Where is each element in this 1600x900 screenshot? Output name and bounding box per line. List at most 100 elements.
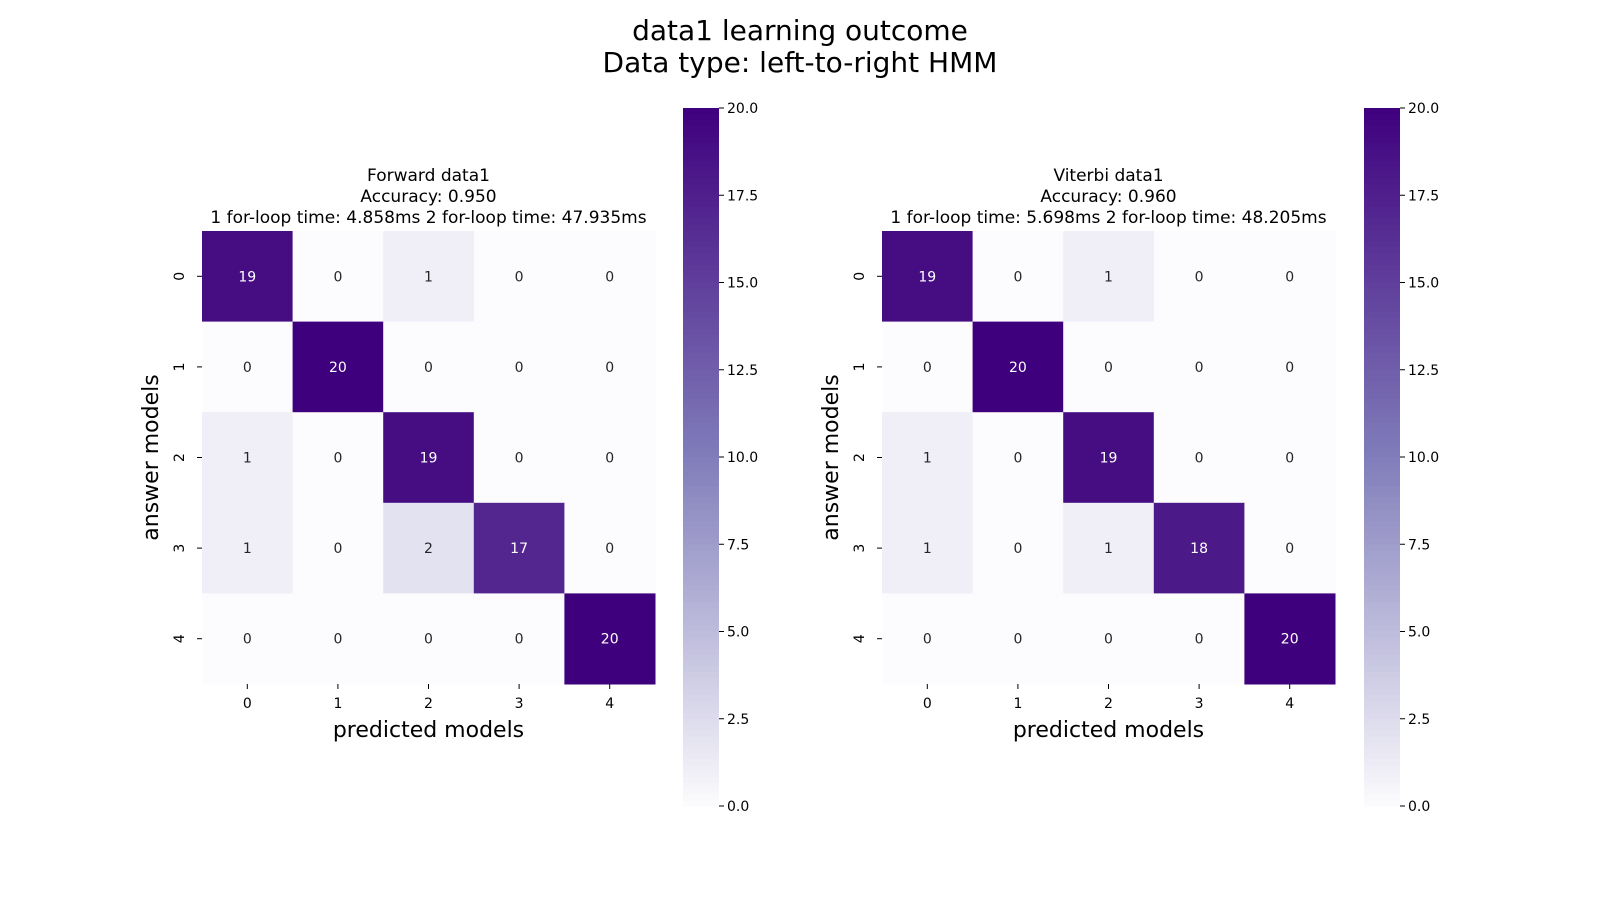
colorbar-segment	[683, 474, 719, 481]
colorbar-segment	[683, 387, 719, 394]
cell-value-label: 0	[1285, 541, 1294, 557]
colorbar-segment	[683, 235, 719, 243]
colorbar-segment	[1364, 660, 1400, 667]
colorbar-segment	[1364, 759, 1400, 766]
heatmap-cell	[972, 321, 1064, 413]
colorbar-segment	[683, 422, 719, 429]
colorbar-segment	[683, 381, 719, 388]
heatmap-cell	[972, 502, 1064, 594]
colorbar-segment	[683, 695, 719, 702]
colorbar-segment	[683, 398, 719, 406]
colorbar-segment	[683, 747, 719, 755]
colorbar-segment	[683, 590, 719, 598]
heatmap-cell	[882, 231, 974, 323]
colorbar-segment	[1364, 329, 1400, 336]
subplot-title-line-1: Viterbi data1	[1053, 166, 1163, 186]
colorbar-segment	[1364, 276, 1400, 284]
cell-value-label: 0	[1195, 269, 1204, 285]
colorbar-segment	[683, 567, 719, 574]
colorbar-segment	[683, 183, 719, 191]
colorbar-segment	[1364, 451, 1400, 458]
colorbar-segment	[683, 375, 719, 382]
heatmap-cell	[972, 412, 1064, 504]
colorbar-segment	[683, 363, 719, 371]
heatmap-cell	[1153, 412, 1245, 504]
colorbar-segment	[683, 538, 719, 545]
colorbar-segment	[683, 317, 719, 324]
heatmap-cell	[1063, 593, 1155, 685]
heatmap-cell	[1153, 321, 1245, 413]
colorbar-segment	[683, 299, 719, 307]
colorbar-tick-label: 7.5	[1408, 537, 1430, 553]
subplot-title-line-3: 1 for-loop time: 4.858ms 2 for-loop time…	[210, 208, 646, 228]
colorbar-segment	[1364, 503, 1400, 510]
colorbar-segment	[1364, 672, 1400, 679]
colorbar-segment	[1364, 683, 1400, 691]
y-tick-label: 3	[172, 544, 188, 553]
heatmap-cell	[564, 321, 656, 413]
colorbar-tick-label: 12.5	[1408, 363, 1439, 379]
cell-value-label: 0	[1013, 632, 1022, 648]
colorbar-segment	[683, 526, 719, 534]
colorbar-segment	[1364, 259, 1400, 266]
subplot-title-line-3: 1 for-loop time: 5.698ms 2 for-loop time…	[890, 208, 1326, 228]
heatmap-cell	[1153, 593, 1245, 685]
colorbar-segment	[1364, 393, 1400, 400]
colorbar-tick-label: 17.5	[727, 188, 758, 204]
cell-value-label: 0	[1285, 451, 1294, 467]
colorbar-segment	[1364, 794, 1400, 801]
colorbar-segment	[683, 712, 719, 720]
colorbar-segment	[1364, 544, 1400, 551]
y-axis-label: answer models	[819, 374, 844, 540]
colorbar-segment	[1364, 247, 1400, 255]
y-tick-label: 2	[852, 453, 868, 462]
heatmap-cell	[383, 412, 475, 504]
colorbar-segment	[1364, 189, 1400, 196]
colorbar-segment	[683, 718, 719, 726]
colorbar-tick-label: 20.0	[1408, 101, 1439, 117]
colorbar-segment	[683, 142, 719, 150]
colorbar-segment	[1364, 375, 1400, 382]
cell-value-label: 19	[918, 269, 936, 285]
colorbar-segment	[1364, 608, 1400, 615]
colorbar-segment	[1364, 782, 1400, 790]
colorbar-segment	[1364, 707, 1400, 714]
cell-value-label: 0	[1013, 451, 1022, 467]
colorbar-segment	[683, 119, 719, 127]
colorbar-segment	[1364, 148, 1400, 156]
colorbar-segment	[1364, 614, 1400, 621]
colorbar-tick-label: 5.0	[1408, 625, 1430, 641]
colorbar-segment	[683, 486, 719, 493]
colorbar-segment	[1364, 445, 1400, 452]
colorbar-segment	[1364, 742, 1400, 749]
colorbar-segment	[683, 218, 719, 225]
colorbar-segment	[683, 520, 719, 528]
colorbar-segment	[1364, 701, 1400, 708]
colorbar-segment	[683, 137, 719, 144]
heatmap-cell	[972, 231, 1064, 323]
colorbar-segment	[683, 660, 719, 667]
colorbar-segment	[1364, 736, 1400, 743]
colorbar-segment	[1364, 730, 1400, 737]
heatmap-cell	[292, 412, 384, 504]
heatmap-cell	[473, 321, 565, 413]
y-tick-label: 1	[852, 362, 868, 371]
heatmap-cell	[1063, 231, 1155, 323]
colorbar-segment	[1364, 398, 1400, 406]
colorbar-segment	[683, 555, 719, 563]
colorbar-segment	[683, 683, 719, 691]
colorbar-segment	[683, 445, 719, 452]
colorbar-segment	[1364, 235, 1400, 243]
cell-value-label: 19	[420, 451, 438, 467]
x-tick-label: 1	[1013, 696, 1022, 712]
colorbar-segment	[683, 654, 719, 662]
colorbar-segment	[1364, 270, 1400, 278]
heatmap-cell	[1244, 321, 1336, 413]
figure-title-line1: data1 learning outcome	[632, 14, 968, 47]
colorbar-segment	[683, 433, 719, 441]
subplot-title-line-1: Forward data1	[367, 166, 490, 186]
colorbar-segment	[1364, 433, 1400, 441]
colorbar-segment	[683, 619, 719, 627]
colorbar-segment	[1364, 532, 1400, 540]
